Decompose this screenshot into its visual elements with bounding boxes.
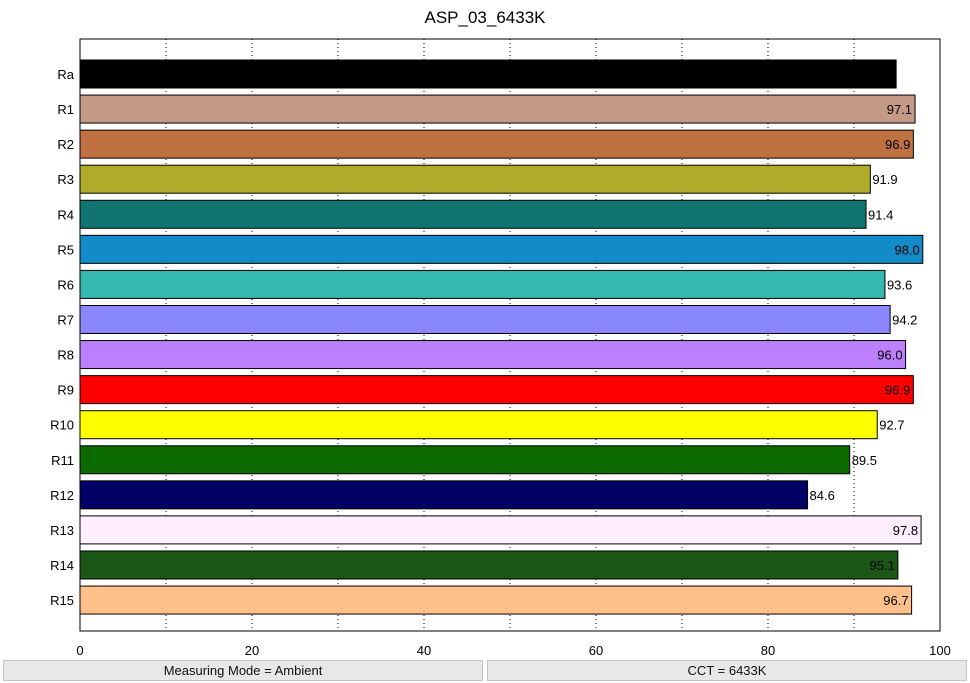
- category-label: R11: [51, 453, 74, 468]
- bar-r5: [79, 234, 924, 264]
- value-label: 96.9: [885, 137, 910, 152]
- value-label: 95.1: [870, 558, 895, 573]
- category-axis: Ra R1 R2 R3 R4 R5 R6 R7 R8 R9 R10 R11 R12 R13 R14 R15: [50, 67, 75, 608]
- category-label: R2: [57, 137, 74, 152]
- x-tick-label: 20: [245, 643, 259, 658]
- value-label: 97.8: [893, 523, 918, 538]
- value-label: 98.0: [894, 242, 919, 257]
- bar-r4: [79, 199, 867, 229]
- category-label: R3: [57, 172, 74, 187]
- x-tick-label: 0: [76, 643, 83, 658]
- bar-r6: [79, 269, 886, 299]
- value-label: 96.9: [885, 383, 910, 398]
- category-label: R9: [57, 383, 74, 398]
- x-tick-label: 100: [929, 643, 951, 658]
- bar-r14: [79, 550, 899, 580]
- bar-r13: [79, 515, 922, 545]
- bar-r2: [79, 129, 914, 159]
- category-label: R8: [57, 348, 74, 363]
- value-label: 92.7: [879, 418, 904, 433]
- category-label: R7: [57, 312, 74, 327]
- bar-r7: [79, 304, 891, 334]
- bar-r3: [79, 164, 871, 194]
- value-label: 91.9: [872, 172, 897, 187]
- value-label: 94.2: [892, 312, 917, 327]
- value-axis: 0 20 40 60 80 100: [76, 643, 950, 658]
- value-label: 97.1: [887, 102, 912, 117]
- bar-r10: [79, 410, 878, 440]
- value-label: 84.6: [810, 488, 835, 503]
- category-label: R15: [50, 593, 74, 608]
- bar-r8: [79, 340, 907, 370]
- category-label: R1: [57, 102, 74, 117]
- value-label: 93.6: [887, 277, 912, 292]
- bar-r9: [79, 375, 914, 405]
- category-label: R13: [50, 523, 74, 538]
- value-label: 94.9: [868, 67, 893, 82]
- category-label: R10: [50, 418, 74, 433]
- category-label: R4: [57, 207, 74, 222]
- bar-ra: [79, 59, 897, 89]
- value-label: 96.0: [877, 348, 902, 363]
- x-tick-label: 80: [761, 643, 775, 658]
- cri-bar-chart: ASP_03_6433K 94.9 97.1 96.9 91.9 91.4 98.0 93.…: [50, 8, 951, 658]
- x-tick-label: 40: [417, 643, 431, 658]
- category-label: R5: [57, 242, 74, 257]
- chart-title: ASP_03_6433K: [425, 8, 547, 27]
- category-label: R6: [57, 277, 74, 292]
- status-measuring-mode: Measuring Mode = Ambient: [3, 660, 483, 681]
- bar-r15: [79, 585, 913, 615]
- bar-r1: [79, 94, 916, 124]
- value-label: 96.7: [883, 593, 908, 608]
- category-label: R12: [50, 488, 74, 503]
- bar-r12: [79, 480, 809, 510]
- value-label: 91.4: [868, 207, 893, 222]
- plot-frame: [79, 38, 941, 632]
- grid-lines: [165, 39, 855, 631]
- bar-r11: [79, 445, 851, 475]
- category-label: Ra: [57, 67, 74, 82]
- category-label: R14: [50, 558, 74, 573]
- status-cct: CCT = 6433K: [487, 660, 967, 681]
- value-label: 89.5: [852, 453, 877, 468]
- bar-series: 94.9 97.1 96.9 91.9 91.4 98.0 93.6 94.2 96.0 96.9…: [79, 59, 924, 615]
- x-tick-label: 60: [589, 643, 603, 658]
